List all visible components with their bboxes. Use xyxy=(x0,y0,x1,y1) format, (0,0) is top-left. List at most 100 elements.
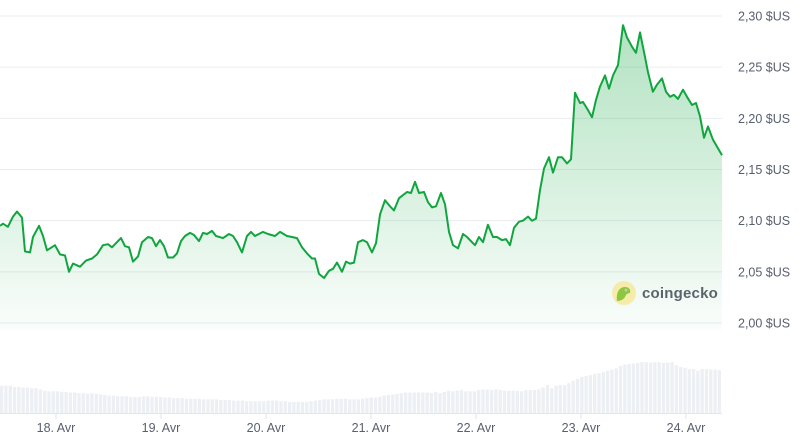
volume-bar xyxy=(68,392,73,413)
volume-bar xyxy=(567,383,571,413)
volume-bar xyxy=(60,391,64,413)
volume-bar xyxy=(455,390,459,413)
volume-bar xyxy=(309,401,313,413)
x-tick-label: 21. Avr xyxy=(352,421,391,435)
volume-bar xyxy=(103,395,107,413)
volume-bar xyxy=(335,398,339,413)
volume-bar xyxy=(627,364,631,413)
volume-bar xyxy=(184,398,189,413)
volume-bar xyxy=(240,400,244,413)
volume-bar xyxy=(8,385,12,413)
volume-bar xyxy=(429,393,434,413)
volume-bar xyxy=(425,392,429,413)
volume-bar xyxy=(232,400,236,413)
volume-bar xyxy=(73,392,77,413)
y-tick-label: 2,05 $US xyxy=(738,265,790,279)
x-tick-label: 23. Avr xyxy=(562,421,601,435)
volume-bar xyxy=(373,397,378,413)
volume-bar xyxy=(330,399,335,413)
volume-bar xyxy=(116,396,120,413)
volume-bar xyxy=(636,362,640,413)
volume-bar xyxy=(98,394,103,413)
volume-bar xyxy=(532,390,537,413)
volume-bar xyxy=(176,398,180,413)
volume-bar xyxy=(631,363,636,413)
volume-bar xyxy=(210,399,214,413)
volume-bar xyxy=(575,378,580,413)
price-line xyxy=(0,24,723,279)
volume-bar xyxy=(42,390,47,413)
volume-bar xyxy=(287,401,292,413)
volume-bar xyxy=(657,362,661,413)
volume-bar xyxy=(679,367,683,413)
volume-bar xyxy=(515,390,520,413)
volume-bar xyxy=(206,399,210,413)
volume-bar xyxy=(81,393,85,413)
volume-bar xyxy=(146,396,150,413)
volume-bar xyxy=(580,377,584,413)
volume-bar xyxy=(674,365,679,413)
volume-bar xyxy=(0,385,4,413)
volume-bar xyxy=(395,393,399,413)
volume-bar xyxy=(653,362,657,413)
volume-bar xyxy=(481,389,485,413)
volume-bar xyxy=(588,375,593,413)
volume-bar xyxy=(249,401,253,413)
volume-bar xyxy=(171,398,176,413)
volume-bar xyxy=(507,390,511,413)
volume-bar xyxy=(477,390,481,413)
volume-bar xyxy=(257,401,262,413)
volume-bar xyxy=(648,362,653,413)
volume-bars xyxy=(0,362,722,414)
volume-bar xyxy=(55,391,60,413)
volume-bar xyxy=(275,400,279,413)
volume-bar xyxy=(90,393,94,413)
volume-bar xyxy=(403,392,408,413)
volume-bar xyxy=(537,389,541,413)
volume-bar xyxy=(593,373,597,413)
coingecko-logo-icon xyxy=(612,281,636,305)
volume-bar xyxy=(691,368,696,413)
volume-bar xyxy=(683,367,687,413)
volume-bar xyxy=(361,398,365,413)
volume-bar xyxy=(318,399,322,413)
x-tick-label: 19. Avr xyxy=(142,421,181,435)
volume-bar xyxy=(713,369,717,413)
volume-bar xyxy=(124,396,128,413)
volume-bar xyxy=(545,385,550,413)
volume-bar xyxy=(597,373,601,413)
volume-bar xyxy=(498,390,502,413)
volume-bar xyxy=(17,386,21,413)
volume-bar xyxy=(421,392,425,413)
volume-bar xyxy=(47,391,51,413)
volume-bar xyxy=(227,399,232,413)
volume-bar xyxy=(446,390,451,413)
volume-bar xyxy=(305,401,309,413)
volume-bar xyxy=(4,385,8,413)
volume-bar xyxy=(610,369,614,413)
volume-bar xyxy=(51,391,55,413)
volume-bar xyxy=(408,392,412,413)
volume-bar xyxy=(485,389,489,413)
y-tick-label: 2,30 $US xyxy=(738,10,790,24)
volume-bar xyxy=(262,401,266,413)
volume-bar xyxy=(554,385,558,413)
volume-bar xyxy=(670,362,674,413)
volume-bar xyxy=(292,401,296,413)
volume-bar xyxy=(571,380,575,413)
volume-bar xyxy=(494,389,498,413)
volume-bar xyxy=(150,396,154,413)
volume-bar xyxy=(25,387,30,413)
volume-bar xyxy=(584,375,588,413)
volume-bar xyxy=(266,400,270,413)
volume-bar xyxy=(700,368,704,413)
volume-bar xyxy=(313,400,318,413)
volume-bar xyxy=(30,388,34,413)
volume-bar xyxy=(356,399,360,413)
volume-bar xyxy=(77,393,81,413)
y-tick-label: 2,10 $US xyxy=(738,214,790,228)
volume-bar xyxy=(107,395,111,413)
y-tick-label: 2,25 $US xyxy=(738,61,790,75)
volume-bar xyxy=(464,391,468,413)
y-axis: 2,00 $US 2,05 $US 2,10 $US 2,15 $US 2,20 $US… xyxy=(738,10,790,331)
